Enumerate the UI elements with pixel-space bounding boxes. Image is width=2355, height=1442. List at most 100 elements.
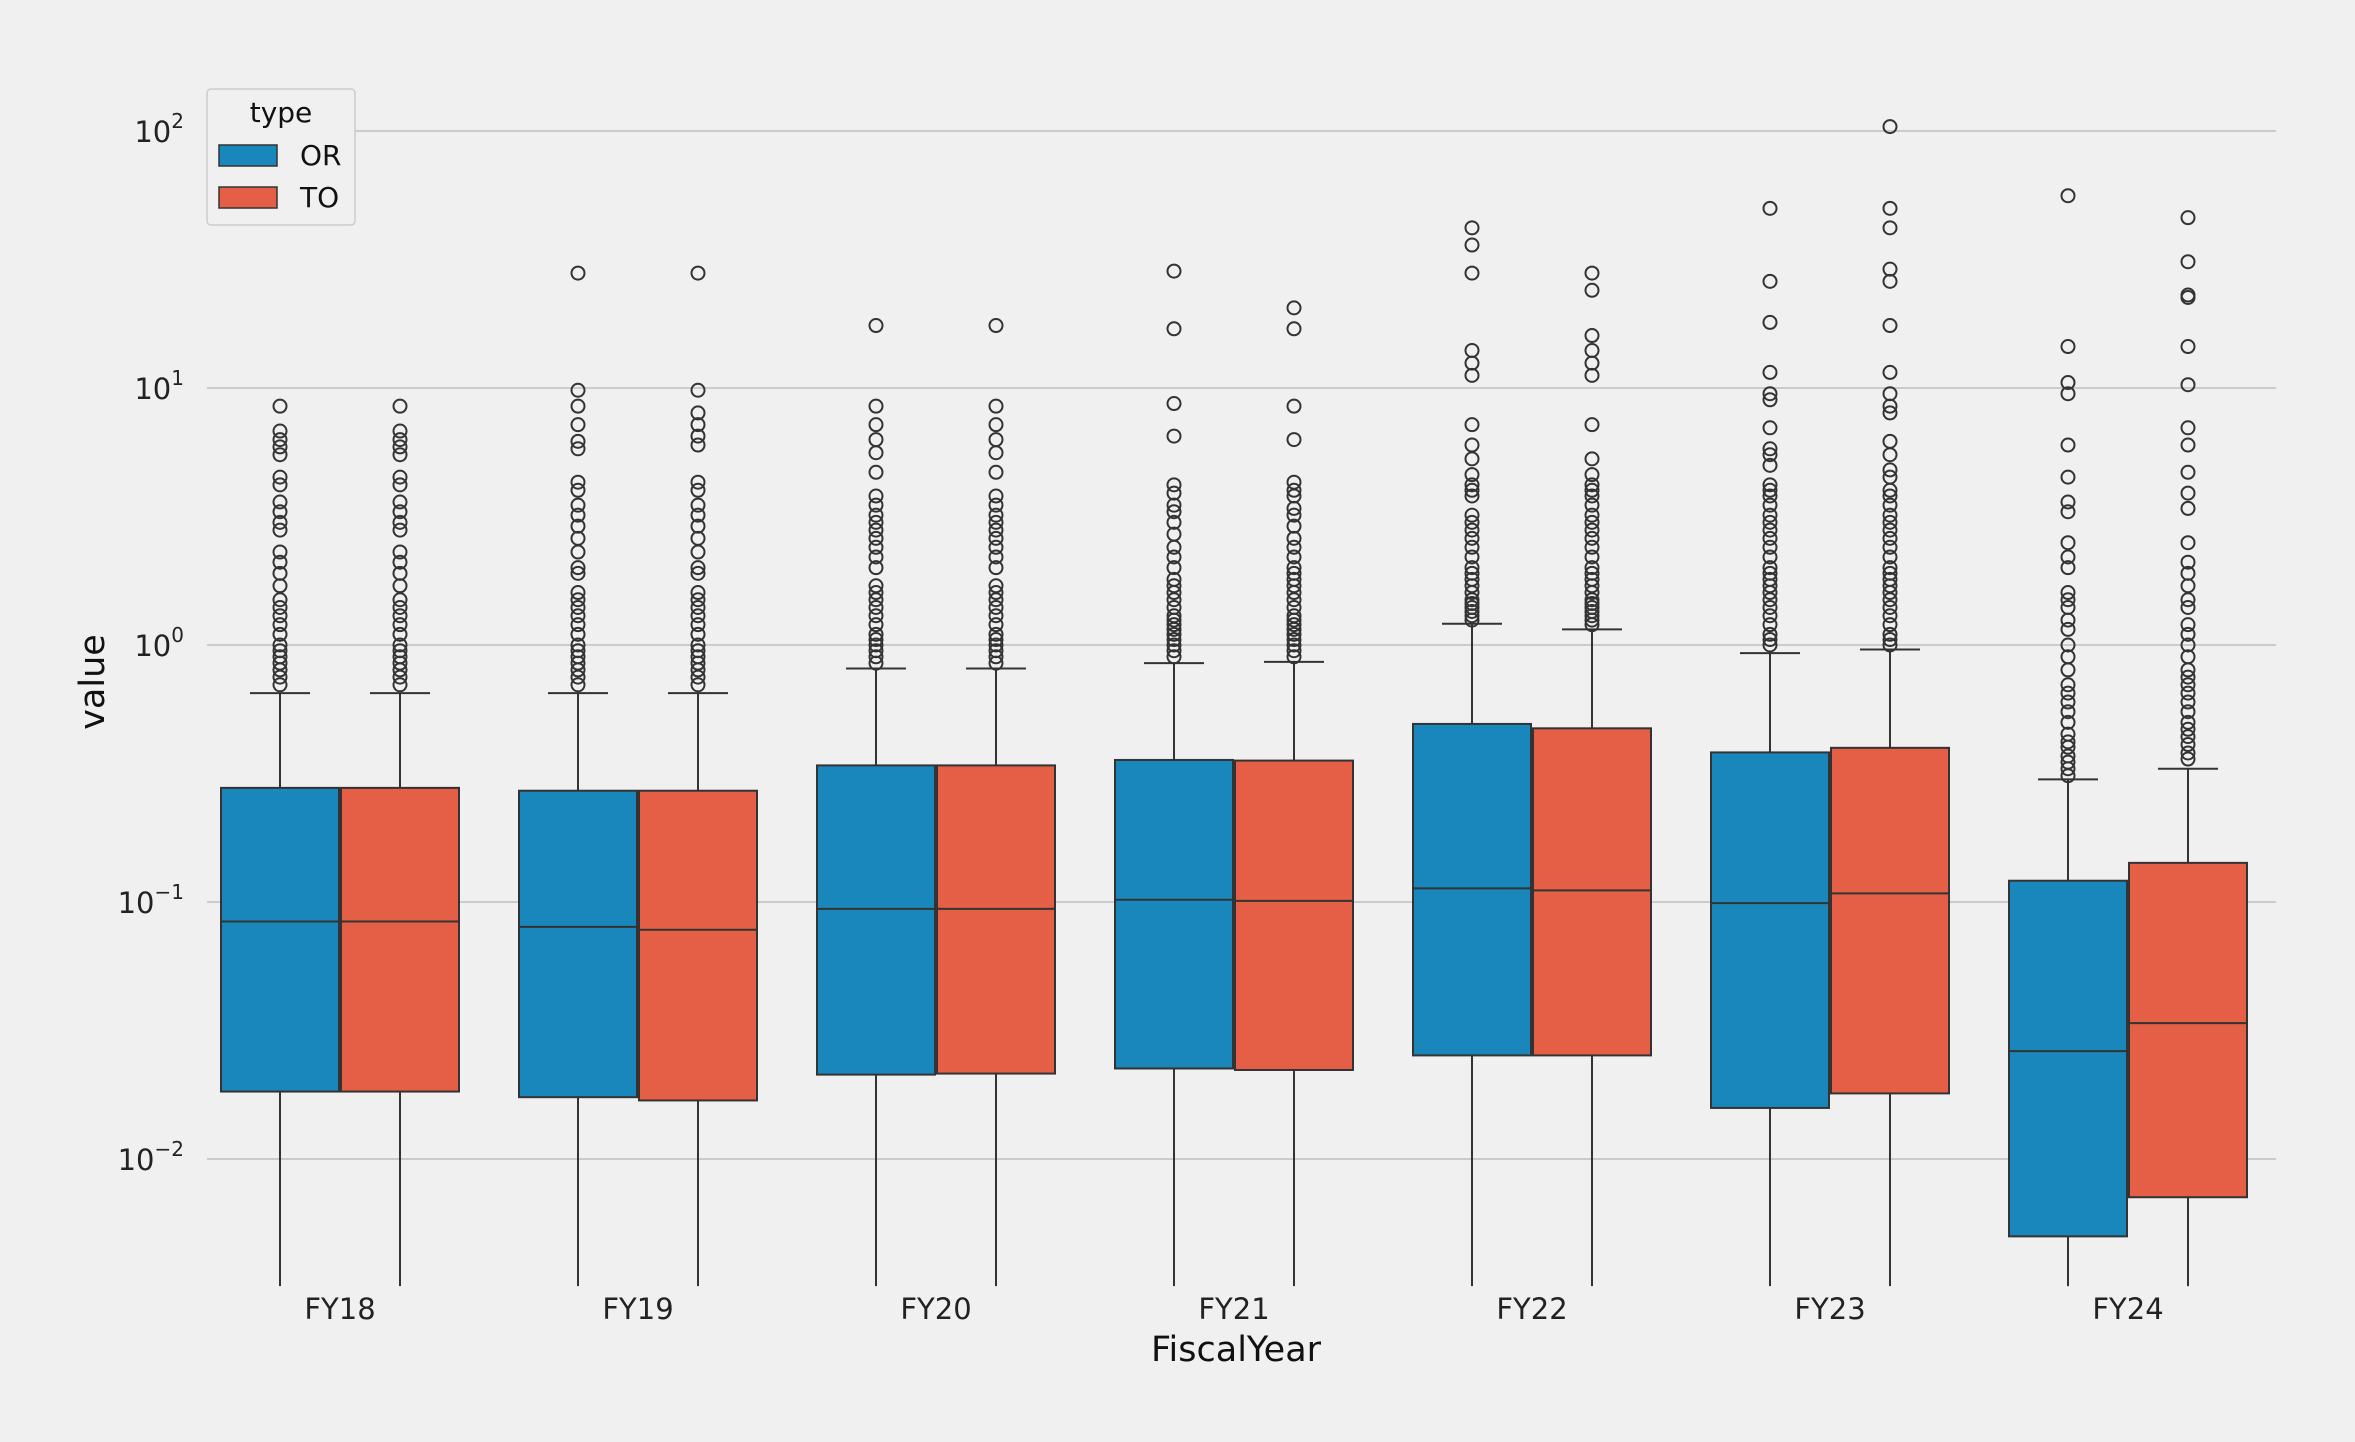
outlier-point [868,549,884,565]
outlier-point [570,677,586,693]
outlier-point [988,560,1004,576]
outlier-point [690,405,706,421]
outlier-point [392,398,408,414]
outlier-point [1882,447,1898,463]
outlier-point [570,544,586,560]
outlier-point [1882,560,1898,576]
outlier-point [1286,626,1302,642]
outlier-point [1286,300,1302,316]
outlier-point [272,677,288,693]
outlier-point [988,608,1004,624]
outlier-point [2180,554,2196,570]
x-tick-label: FY21 [1198,1292,1269,1326]
outlier-point [392,669,408,685]
outlier-point [1882,549,1898,565]
outlier-point [1464,417,1480,433]
outlier-point [690,617,706,633]
outlier-point [1882,592,1898,608]
outlier-point [988,655,1004,671]
outlier-point [392,432,408,448]
outlier-point [2180,485,2196,501]
outlier-point [1584,549,1600,565]
outlier-point [868,417,884,433]
outlier-point [1762,447,1778,463]
outlier-point [2180,669,2196,685]
outlier-point [2180,599,2196,615]
outlier-point [1762,608,1778,624]
outlier-point [1166,621,1182,637]
outlier-point [1166,514,1182,530]
outlier-point [868,398,884,414]
outlier-point [2180,714,2196,730]
outlier-point [1762,637,1778,653]
box-body [2128,861,2248,1199]
outlier-point [570,507,586,523]
outlier-point [1464,488,1480,504]
outlier-point [1882,617,1898,633]
outlier-point [988,599,1004,615]
outlier-point [868,599,884,615]
outlier-point [1762,507,1778,523]
outlier-point [1882,119,1898,135]
x-tick-label: FY24 [2092,1292,2163,1326]
outlier-point [1882,405,1898,421]
outlier-point [1286,612,1302,628]
outlier-point [868,608,884,624]
outlier-point [1882,273,1898,289]
y-tick-label: 100 [134,623,184,663]
outlier-point [988,539,1004,555]
outlier-point [570,662,586,678]
outlier-point [1762,420,1778,436]
outlier-point [1166,497,1182,513]
outlier-point [1286,482,1302,498]
x-axis-title: FiscalYear [1151,1330,1322,1370]
outlier-point [272,599,288,615]
legend-title: type [250,96,313,129]
outlier-point [1286,398,1302,414]
outlier-point [392,439,408,455]
outlier-point [690,669,706,685]
outlier-point [988,488,1004,504]
outlier-point [988,617,1004,633]
box-body [2008,879,2128,1238]
outlier-point [392,554,408,570]
outlier-point [272,592,288,608]
outlier-point [2060,592,2076,608]
outlier-point [1166,428,1182,444]
box-series [220,119,2248,1287]
outlier-point [1882,364,1898,380]
outlier-point [1762,200,1778,216]
outlier-point [690,560,706,576]
outlier-point [2180,694,2196,710]
outlier-point [988,585,1004,601]
outlier-point [272,477,288,493]
outlier-point [988,649,1004,665]
outlier-point [570,585,586,601]
outlier-point [690,507,706,523]
box-body [1710,751,1830,1109]
outlier-point [392,514,408,530]
outlier-point [1286,560,1302,576]
outlier-point [1882,539,1898,555]
outlier-point [868,560,884,576]
box-or-fy24 [2008,188,2128,1287]
outlier-point [988,522,1004,538]
outlier-point [690,585,706,601]
outlier-point [1286,539,1302,555]
outlier-point [1584,530,1600,546]
outlier-point [570,637,586,653]
outlier-point [1286,637,1302,653]
outlier-point [272,637,288,653]
box-or-fy21 [1114,263,1234,1287]
outlier-point [570,560,586,576]
box-body [1234,759,1354,1071]
outlier-point [988,549,1004,565]
outlier-point [570,497,586,513]
outlier-point [272,439,288,455]
outlier-point [1584,522,1600,538]
y-tick-label: 10−2 [118,1137,184,1177]
outlier-point [1762,530,1778,546]
x-tick-label: FY18 [304,1292,375,1326]
outlier-point [1464,522,1480,538]
outlier-point [392,544,408,560]
